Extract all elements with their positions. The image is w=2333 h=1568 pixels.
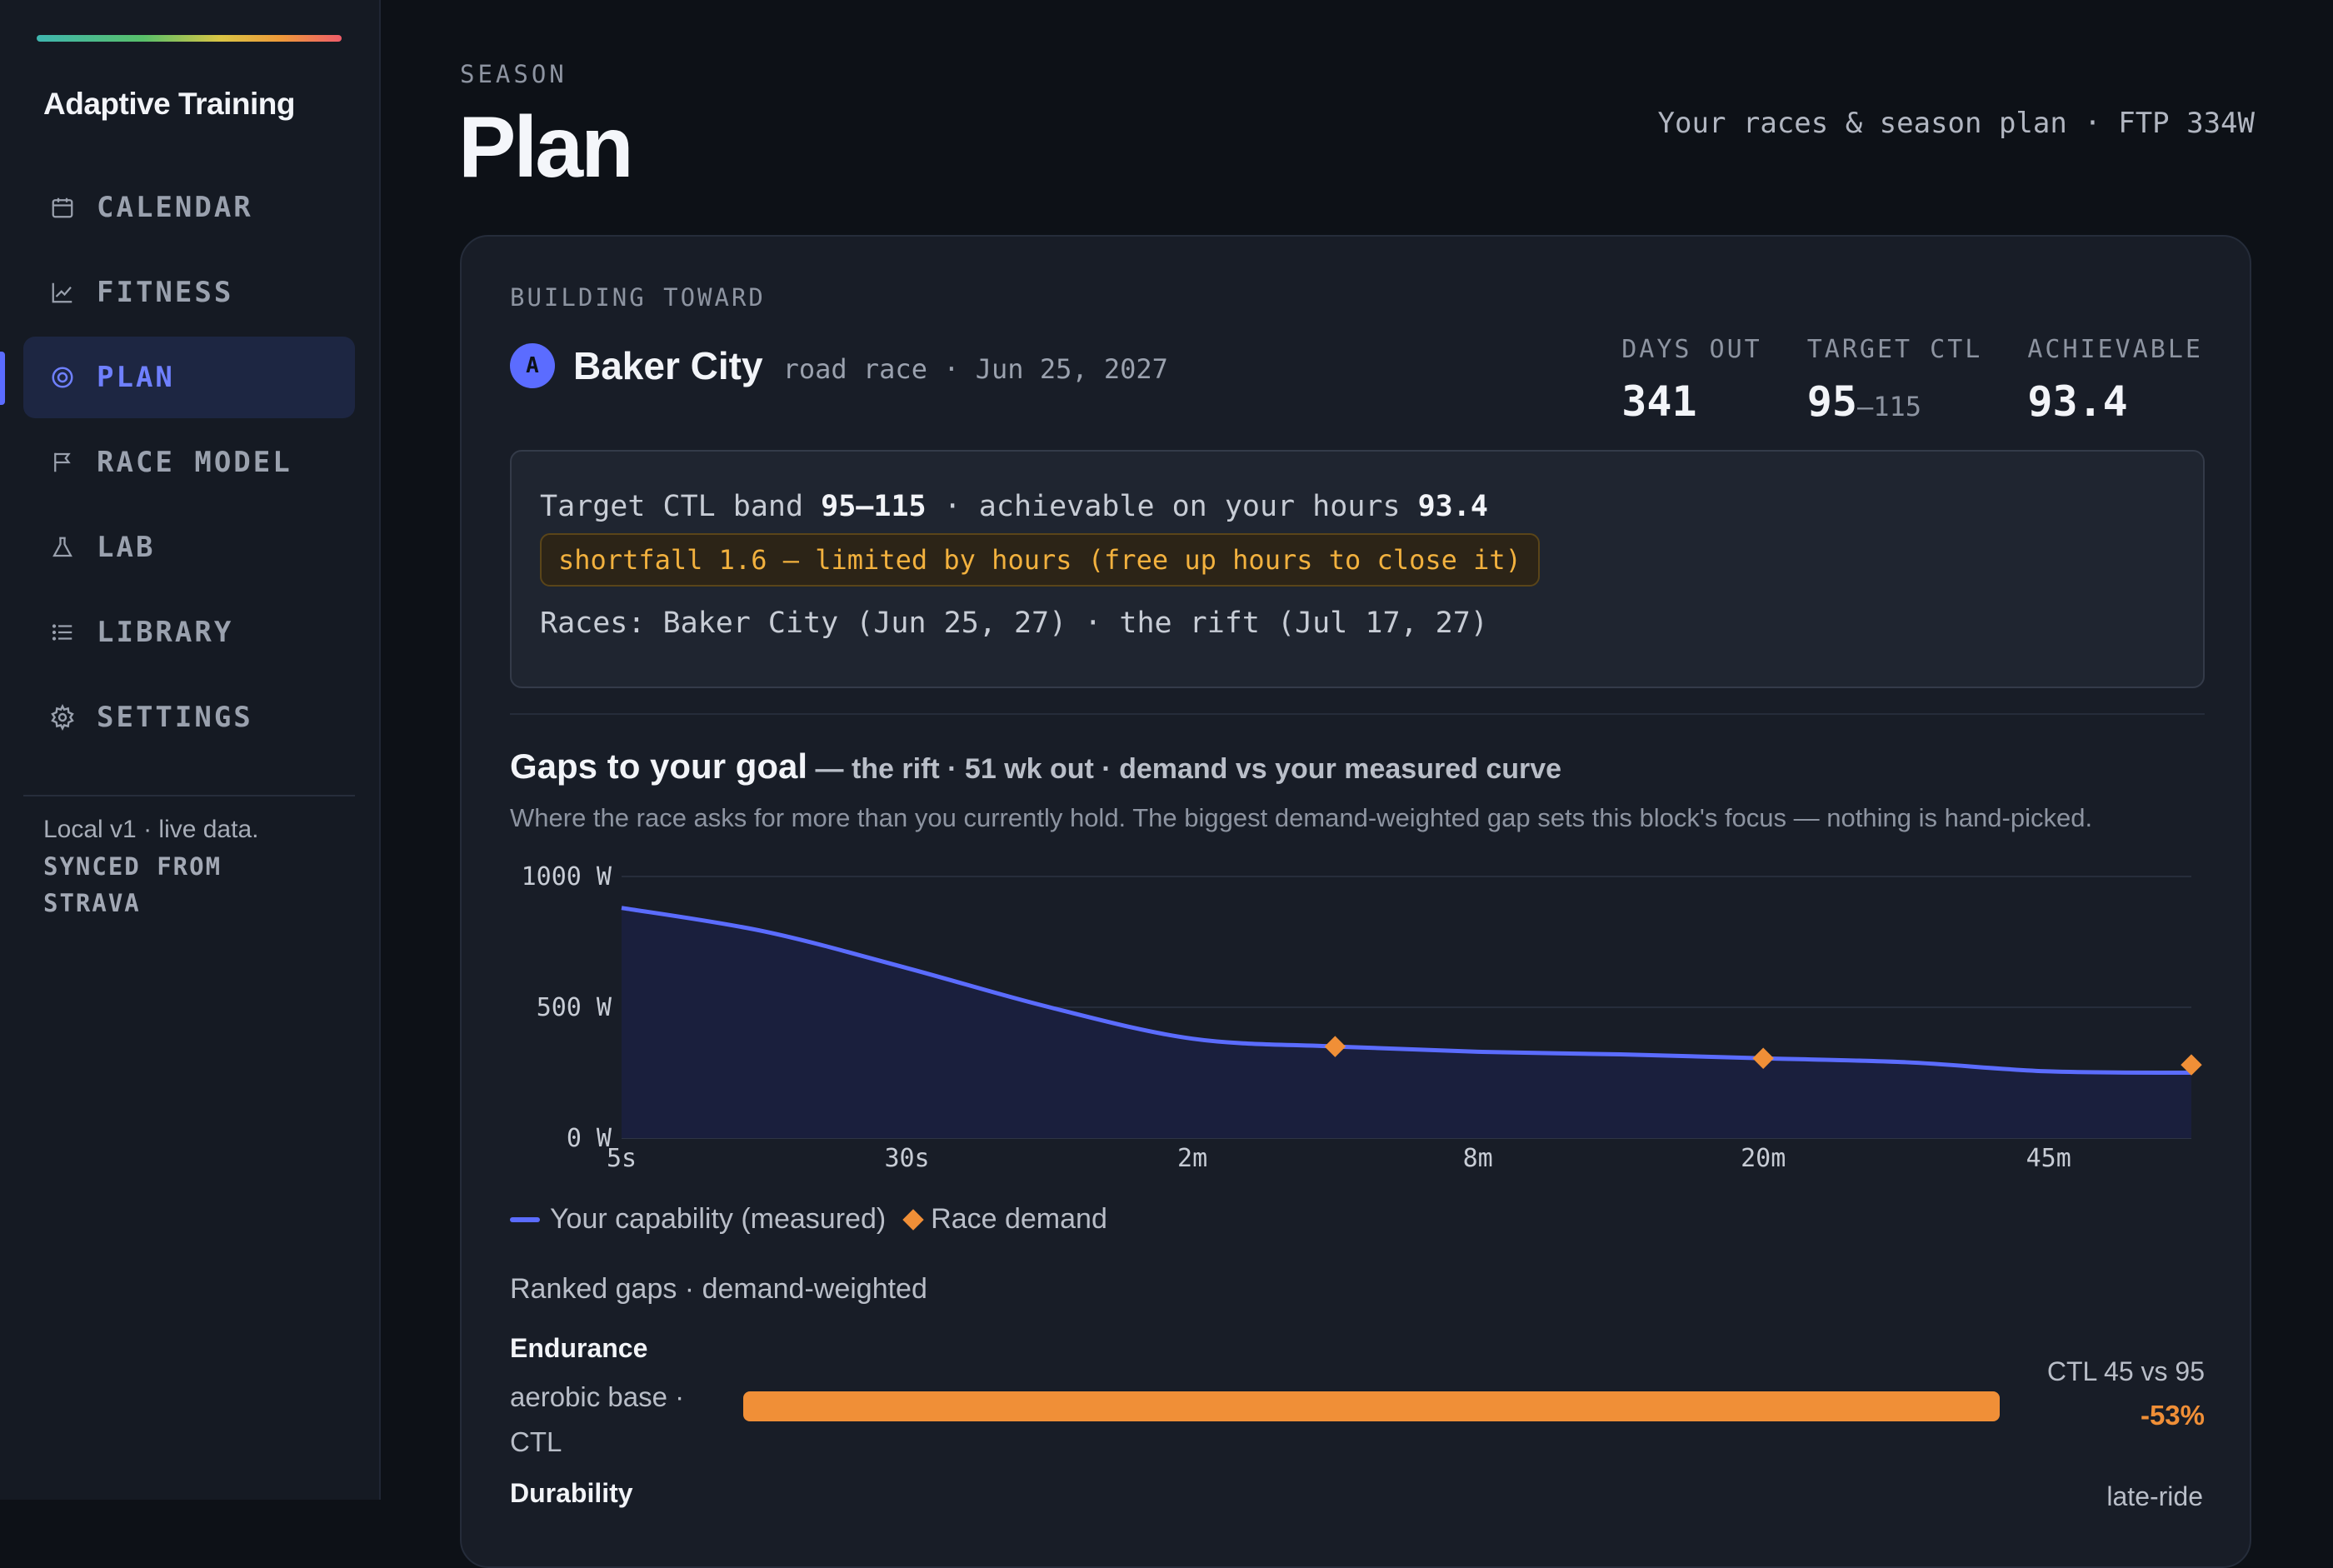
x-tick-label: 30s [884, 1144, 929, 1173]
sidebar-item-calendar[interactable]: CALENDAR [23, 167, 355, 248]
ctl-achievable-value: 93.4 [1417, 490, 1488, 523]
sidebar-item-library[interactable]: LIBRARY [23, 592, 355, 673]
sync-source-line2: STRAVA [43, 889, 141, 917]
sidebar-item-label: LIBRARY [97, 616, 234, 649]
race-name: Baker City [573, 344, 763, 387]
stat-value: 93.4 [2027, 377, 2128, 426]
sidebar-item-plan[interactable]: PLAN [23, 337, 355, 418]
gap-bar [743, 1391, 2000, 1421]
sidebar-item-label: PLAN [97, 361, 175, 394]
gaps-subheading: — the rift · 51 wk out · demand vs your … [807, 753, 1562, 785]
sidebar-item-race-model[interactable]: RACE MODEL [23, 422, 355, 503]
ctl-band-prefix: Target CTL band [540, 490, 822, 523]
target-icon [48, 363, 77, 392]
stat-value: 341 [1621, 377, 1697, 426]
ctl-band-mid: · achievable on your hours [926, 490, 1418, 523]
x-tick-label: 20m [1741, 1144, 1786, 1173]
stat-label: ACHIEVABLE [2027, 335, 2203, 364]
gap-name: Endurance [510, 1333, 648, 1363]
calendar-icon [48, 193, 77, 222]
race-priority-badge: A [510, 343, 555, 388]
sidebar-item-label: SETTINGS [97, 701, 253, 734]
building-toward-label: BUILDING TOWARD [510, 283, 766, 312]
race-demand-point [1752, 1047, 1774, 1069]
gap-description: aerobic base · CTL [510, 1381, 685, 1457]
target-ctl-low: 95 [1806, 377, 1857, 426]
sidebar-item-fitness[interactable]: FITNESS [23, 252, 355, 333]
ctl-band-value: 95–115 [821, 490, 927, 523]
target-ctl-range: –115 [1856, 391, 1922, 422]
sidebar-item-label: RACE MODEL [97, 446, 292, 479]
gap-percent: -53% [2140, 1400, 2205, 1431]
flag-icon [48, 448, 77, 477]
races-line: Races: Baker City (Jun 25, 27) · the rif… [540, 607, 1488, 640]
sidebar-divider [23, 795, 355, 796]
sidebar-item-label: LAB [97, 531, 156, 564]
list-icon [48, 618, 77, 647]
capability-line [621, 906, 2192, 1075]
sidebar-footer: Local v1 · live data. SYNCED FROM STRAVA [43, 811, 258, 921]
sidebar: Adaptive Training CALENDAR FITNESS PLAN … [0, 0, 381, 1500]
section-divider [510, 713, 2205, 715]
sidebar-item-settings[interactable]: SETTINGS [23, 677, 355, 758]
legend-capability-label: Your capability (measured) [550, 1203, 887, 1235]
flask-icon [48, 533, 77, 562]
legend-demand-label: Race demand [931, 1203, 1107, 1235]
chart-legend: Your capability (measured) Race demand [510, 1203, 1107, 1236]
y-tick-label: 500 W [537, 993, 612, 1022]
ranked-gaps-label: Ranked gaps · demand-weighted [510, 1273, 927, 1305]
x-tick-label: 8m [1463, 1144, 1493, 1173]
target-race: A Baker City road race · Jun 25, 2027 [510, 343, 1168, 388]
sync-status: Local v1 · live data. [43, 816, 259, 843]
gear-icon [48, 703, 77, 732]
gap-row-endurance: Endurance aerobic base · CTL CTL 45 vs 9… [510, 1333, 2205, 1458]
shortfall-warning: shortfall 1.6 — limited by hours (free u… [540, 533, 1540, 587]
y-tick-label: 1000 W [522, 862, 612, 891]
stat-label: DAYS OUT [1621, 335, 1762, 364]
active-nav-marker [0, 352, 5, 405]
ctl-band-line: Target CTL band 95–115 · achievable on y… [540, 490, 1488, 523]
sidebar-item-label: FITNESS [97, 276, 234, 309]
stat-achievable: ACHIEVABLE 93.4 [2027, 335, 2203, 426]
race-stats: DAYS OUT 341 TARGET CTL 95–115 ACHIEVABL… [1621, 335, 2203, 426]
gaps-description: Where the race asks for more than you cu… [510, 803, 2093, 832]
stat-value: 95–115 [1807, 377, 1983, 426]
y-tick-label: 0 W [567, 1124, 612, 1153]
legend-capability-swatch [510, 1216, 540, 1222]
page-eyebrow: SEASON [460, 60, 567, 88]
capability-area [622, 907, 2191, 1138]
power-curve-chart: 1000 W 500 W 0 W5s 30s 2m 8m 20m 45m [522, 862, 2202, 1173]
brand-gradient-bar [37, 35, 342, 42]
sidebar-item-lab[interactable]: LAB [23, 507, 355, 588]
x-tick-label: 45m [2026, 1144, 2071, 1173]
gaps-heading: Gaps to your goal [510, 747, 808, 786]
gaps-title: Gaps to your goal — the rift · 51 wk out… [510, 747, 1561, 786]
x-tick-label: 2m [1177, 1144, 1207, 1173]
page-subtitle: Your races & season plan · FTP 334W [1657, 107, 2255, 140]
stat-label: TARGET CTL [1806, 335, 1983, 364]
sidebar-nav: CALENDAR FITNESS PLAN RACE MODEL LAB [23, 167, 355, 762]
race-meta: road race · Jun 25, 2027 [782, 353, 1168, 385]
plan-card: BUILDING TOWARD A Baker City road race ·… [460, 235, 2251, 1568]
gap-row-durability-comparison: late-ride [2106, 1481, 2203, 1511]
stat-days-out: DAYS OUT 341 [1621, 335, 1762, 426]
legend-demand-swatch [902, 1208, 924, 1231]
sync-source-line1: SYNCED FROM [43, 852, 222, 881]
ctl-info-box: Target CTL band 95–115 · achievable on y… [510, 450, 2205, 688]
page-title: Plan [458, 99, 634, 196]
stat-target-ctl: TARGET CTL 95–115 [1807, 335, 1983, 426]
chart-line-icon [48, 278, 77, 307]
brand-title: Adaptive Training [43, 87, 295, 121]
gap-comparison: CTL 45 vs 95 [2046, 1356, 2205, 1386]
x-tick-label: 5s [607, 1144, 637, 1173]
sidebar-item-label: CALENDAR [97, 191, 253, 224]
gap-row-durability-name: Durability [510, 1478, 633, 1508]
